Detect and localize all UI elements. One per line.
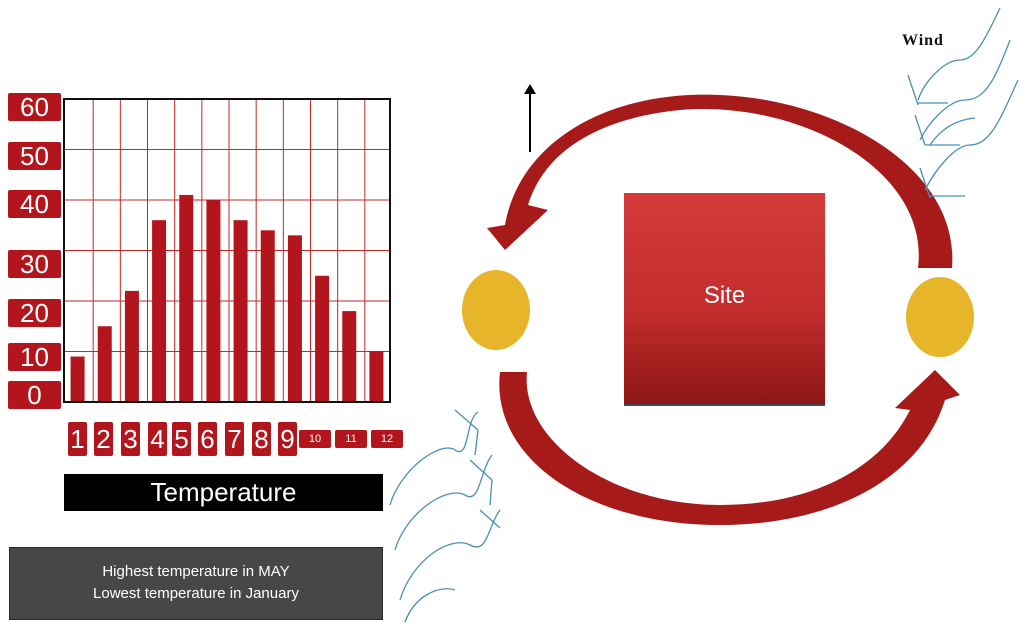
upper-circulation-arrow-icon xyxy=(487,94,953,268)
bar-6 xyxy=(206,200,221,402)
bar-4 xyxy=(152,220,167,402)
wind-lines-bottom-icon xyxy=(389,409,501,623)
sun-right-icon xyxy=(906,277,974,357)
x-tick-11: 11 xyxy=(335,430,367,448)
chart-bars xyxy=(70,194,384,402)
bar-2 xyxy=(97,326,112,402)
lower-circulation-arrow-icon xyxy=(499,370,960,525)
note-highest: Highest temperature in MAY xyxy=(102,563,290,580)
wind-lines-top-icon xyxy=(907,7,1019,199)
wind-label: Wind xyxy=(902,32,944,49)
y-tick-0: 0 xyxy=(8,381,61,409)
site-label: Site xyxy=(703,282,746,309)
y-tick-20: 20 xyxy=(8,299,61,327)
y-tick-10: 10 xyxy=(8,343,61,371)
note-lowest: Lowest temperature in January xyxy=(93,585,299,602)
y-tick-50: 50 xyxy=(8,142,61,170)
bar-9 xyxy=(287,235,302,402)
x-tick-7: 7 xyxy=(225,422,244,456)
x-tick-8: 8 xyxy=(252,422,271,456)
chart-title: Temperature xyxy=(64,474,383,511)
temperature-notes: Highest temperature in MAY Lowest temper… xyxy=(9,547,383,620)
x-tick-6: 6 xyxy=(198,422,217,456)
x-tick-9: 9 xyxy=(278,422,297,456)
north-arrow-head-icon xyxy=(524,84,536,94)
bar-8 xyxy=(260,230,275,402)
x-tick-1: 1 xyxy=(68,422,87,456)
x-tick-10: 10 xyxy=(299,430,331,448)
sun-left-icon xyxy=(462,270,530,350)
bar-10 xyxy=(315,275,330,402)
plot-frame xyxy=(63,98,391,403)
x-tick-12: 12 xyxy=(371,430,403,448)
bar-7 xyxy=(233,220,248,402)
bar-3 xyxy=(124,290,139,402)
x-tick-5: 5 xyxy=(172,422,191,456)
x-tick-4: 4 xyxy=(148,422,167,456)
bar-1 xyxy=(70,356,85,402)
chart-grid xyxy=(64,99,390,402)
site-block: Site xyxy=(624,193,825,406)
bar-11 xyxy=(342,311,357,402)
x-tick-2: 2 xyxy=(94,422,113,456)
bar-12 xyxy=(369,351,384,402)
x-tick-3: 3 xyxy=(121,422,140,456)
y-tick-30: 30 xyxy=(8,250,61,278)
y-tick-40: 40 xyxy=(8,190,61,218)
bar-5 xyxy=(179,194,194,402)
y-tick-60: 60 xyxy=(8,93,61,121)
